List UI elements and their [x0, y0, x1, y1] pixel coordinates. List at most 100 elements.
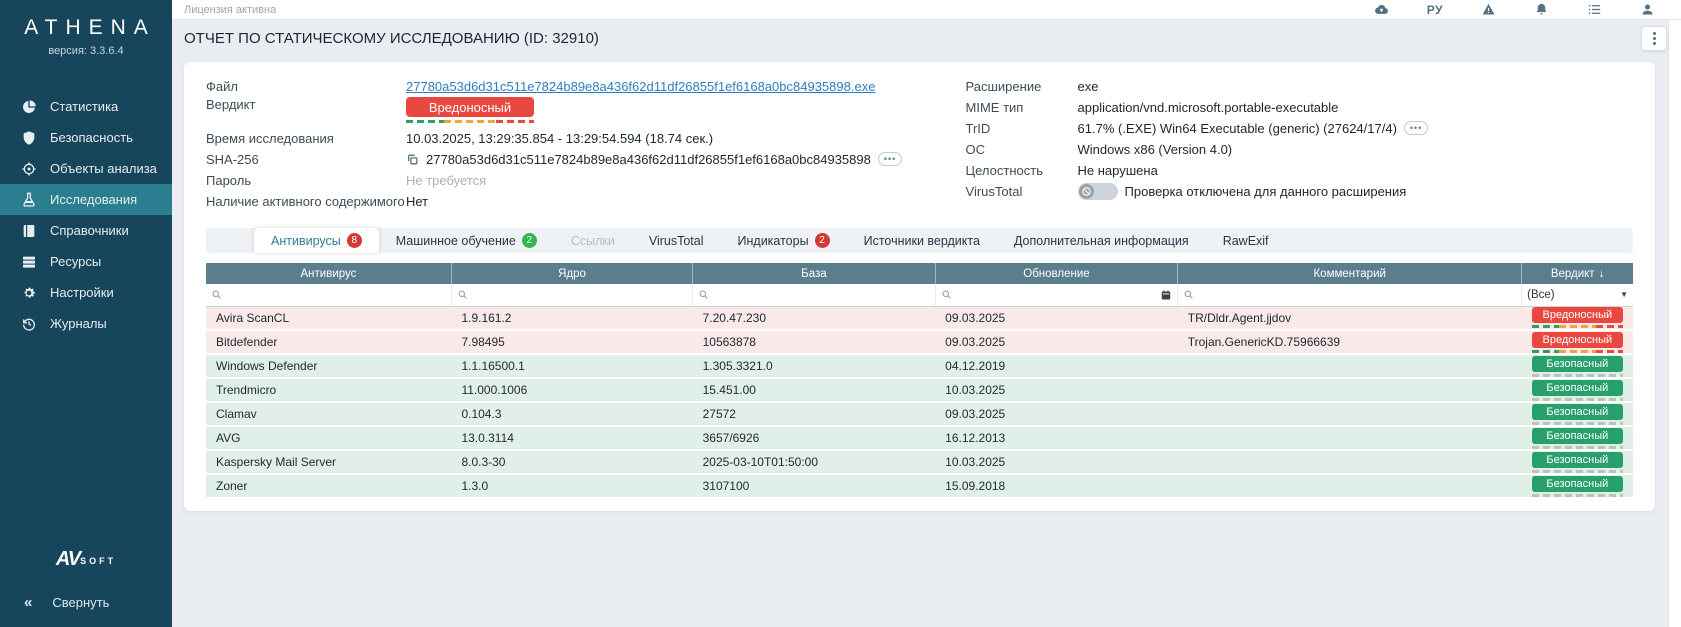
target-icon	[21, 161, 37, 177]
tabstrip: Антивирусы 8 Машинное обучение 2 Ссылки Virus…	[206, 228, 1633, 253]
table-header-row: Антивирус Ядро База Обновление Комментарий Ве…	[206, 263, 1633, 284]
column-header-4[interactable]: Обновление	[935, 263, 1179, 284]
scrollbar-track[interactable]	[1668, 20, 1681, 627]
profile-button[interactable]	[1640, 2, 1655, 17]
cell-verdict: Безопасный	[1521, 354, 1633, 379]
cell-core: 1.1.16500.1	[451, 354, 693, 379]
info-row-os: ОС Windows x86 (Version 4.0)	[965, 141, 1233, 157]
sidebar-item-statistics[interactable]: Статистика	[0, 91, 172, 122]
column-header-1[interactable]: Антивирус	[206, 263, 452, 284]
tab-rawexif[interactable]: RawExif	[1206, 228, 1286, 253]
cell-comment	[1177, 402, 1522, 427]
cell-updated: 15.09.2018	[935, 474, 1178, 499]
collapse-sidebar-button[interactable]: « Свернуть	[0, 589, 172, 615]
info-row-integrity: Целостность Не нарушена	[965, 162, 1158, 178]
athena-logo: ATHENA	[24, 16, 156, 39]
verdict-filter-select[interactable]: (Все) ▼	[1527, 289, 1628, 301]
avsoft-logo: AVSOFT	[55, 548, 117, 570]
tasks-button[interactable]	[1587, 2, 1602, 17]
sidebar-item-directories[interactable]: Справочники	[0, 215, 172, 246]
table-row[interactable]: AVG 13.0.3114 3657/6926 16.12.2013 Безопасны…	[206, 426, 1633, 451]
cell-core: 7.98495	[451, 330, 693, 355]
sidebar-item-settings[interactable]: Настройки	[0, 277, 172, 308]
topbar: Лицензия активна РУ	[172, 0, 1681, 20]
filter-input-col1[interactable]	[226, 288, 446, 301]
tab-machine-learning[interactable]: Машинное обучение 2	[379, 228, 554, 253]
report-menu-button[interactable]	[1641, 25, 1667, 51]
sidebar-item-security[interactable]: Безопасность	[0, 122, 172, 153]
trid-value: 61.7% (.EXE) Win64 Executable (generic) …	[1077, 120, 1397, 136]
filter-input-col5[interactable]	[1198, 288, 1517, 301]
cell-av: Bitdefender	[206, 330, 452, 355]
column-header-6[interactable]: Вердикт ↓	[1521, 263, 1633, 284]
sidebar-item-investigations[interactable]: Исследования	[0, 184, 172, 215]
cell-verdict: Вредоносный	[1521, 306, 1633, 331]
table-row[interactable]: Clamav 0.104.3 27572 09.03.2025 Безопасный	[206, 402, 1633, 427]
filter-input-col2[interactable]	[471, 288, 688, 301]
verdict-score-bar	[406, 120, 534, 123]
sidebar-item-label: Журналы	[50, 316, 107, 331]
column-header-3[interactable]: База	[692, 263, 936, 284]
copy-icon[interactable]	[406, 153, 419, 166]
cell-av: Kaspersky Mail Server	[206, 450, 452, 475]
tab-indicators[interactable]: Индикаторы 2	[721, 228, 847, 253]
table-row[interactable]: Trendmicro 11.000.1006 15.451.00 10.03.2025…	[206, 378, 1633, 403]
file-link[interactable]: 27780a53d6d31c511e7824b89e8a436f62d11df2…	[406, 78, 876, 94]
table-row[interactable]: Kaspersky Mail Server 8.0.3-30 2025-03-10T…	[206, 450, 1633, 475]
server-icon	[21, 254, 37, 270]
virustotal-toggle[interactable]	[1077, 182, 1118, 200]
verdict-badge: Безопасный	[1531, 355, 1623, 372]
verdict-badge: Вредоносный	[1531, 331, 1623, 348]
column-header-5[interactable]: Комментарий	[1177, 263, 1523, 284]
filter-input-col3[interactable]	[713, 288, 930, 301]
search-icon	[698, 289, 709, 300]
verdict-score-bar	[1531, 373, 1623, 376]
table-row[interactable]: Zoner 1.3.0 3107100 15.09.2018 Безопасный	[206, 474, 1633, 499]
notifications-button[interactable]	[1534, 2, 1549, 17]
cell-core: 1.3.0	[451, 474, 693, 499]
cell-av: Zoner	[206, 474, 452, 499]
tab-additional-info[interactable]: Дополнительная информация	[997, 228, 1206, 253]
tab-label: Ссылки	[570, 233, 615, 248]
kebab-icon	[1652, 36, 1656, 40]
sidebar-item-analysis-objects[interactable]: Объекты анализа	[0, 153, 172, 184]
calendar-icon[interactable]	[1160, 289, 1172, 301]
cell-av: AVG	[206, 426, 452, 451]
column-header-2[interactable]: Ядро	[451, 263, 694, 284]
table-row[interactable]: Bitdefender 7.98495 10563878 09.03.2025 Troj…	[206, 330, 1633, 355]
page-header: ОТЧЕТ ПО СТАТИЧЕСКОМУ ИССЛЕДОВАНИЮ (ID: …	[172, 20, 1681, 56]
cell-base: 27572	[692, 402, 936, 427]
sort-desc-icon: ↓	[1598, 267, 1605, 280]
verdict-badge: Вредоносный	[1531, 307, 1623, 324]
info-row-virustotal: VirusTotal Проверка отключена для данног…	[965, 182, 1407, 200]
disabled-icon	[1078, 183, 1094, 199]
info-row-active-content: Наличие активного содержимого Нет	[206, 193, 429, 209]
tab-verdict-sources[interactable]: Источники вердикта	[847, 228, 997, 253]
cell-comment	[1177, 474, 1522, 499]
tab-antiviruses[interactable]: Антивирусы 8	[254, 228, 379, 253]
sidebar-item-journals[interactable]: Журналы	[0, 308, 172, 339]
virustotal-status-text: Проверка отключена для данного расширени…	[1124, 183, 1407, 199]
alerts-button[interactable]	[1481, 2, 1496, 17]
sidebar-item-label: Исследования	[50, 192, 138, 207]
verdict-score-bar	[1531, 445, 1623, 448]
cell-av: Trendmicro	[206, 378, 452, 403]
tab-label: Антивирусы	[271, 233, 341, 248]
tab-virustotal[interactable]: VirusTotal	[632, 228, 721, 253]
sha256-more-button[interactable]: •••	[877, 152, 903, 166]
logo-area: ATHENA версия: 3.3.6.4	[0, 0, 172, 57]
trid-more-button[interactable]: •••	[1403, 121, 1429, 135]
sidebar: ATHENA версия: 3.3.6.4 Статистика Безопас…	[0, 0, 172, 627]
verdict-score-bar	[1531, 421, 1623, 424]
cell-base: 3107100	[692, 474, 936, 499]
table-row[interactable]: Avira ScanCL 1.9.161.2 7.20.47.230 09.03.20…	[206, 306, 1633, 331]
table-row[interactable]: Windows Defender 1.1.16500.1 1.305.3321.0 0…	[206, 354, 1633, 379]
sidebar-item-resources[interactable]: Ресурсы	[0, 246, 172, 277]
cell-av: Clamav	[206, 402, 452, 427]
filter-input-col4[interactable]	[955, 288, 1157, 301]
info-row-sha256: SHA-256 27780a53d6d31c511e7824b89e8a436f…	[206, 149, 932, 169]
cell-core: 0.104.3	[451, 402, 693, 427]
upload-button[interactable]	[1374, 2, 1389, 17]
language-button[interactable]: РУ	[1426, 2, 1443, 17]
info-section: Файл 27780a53d6d31c511e7824b89e8a436f62d…	[206, 76, 1633, 212]
